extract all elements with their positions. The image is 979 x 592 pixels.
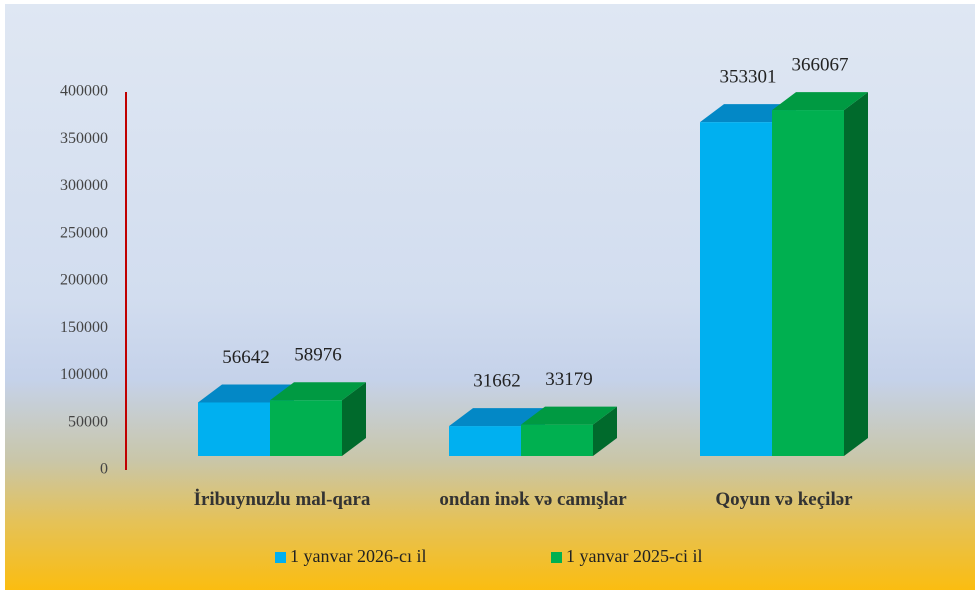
bar — [198, 402, 270, 456]
bar — [772, 110, 844, 457]
bar — [270, 400, 342, 456]
x-tick-label: ondan inək və camışlar — [439, 489, 627, 510]
data-label: 56642 — [222, 347, 270, 368]
bar-top — [449, 408, 545, 427]
legend-label: 1 yanvar 2026-cı il — [290, 546, 426, 566]
bar-top — [521, 406, 617, 425]
bar-top — [772, 92, 868, 111]
data-label: 31662 — [473, 370, 521, 391]
data-label: 366067 — [792, 54, 849, 75]
data-label: 33179 — [545, 369, 593, 390]
y-tick-label: 250000 — [60, 224, 108, 241]
x-tick-label: İribuynuzlu mal-qara — [193, 489, 371, 510]
bar — [700, 122, 772, 456]
y-tick-label: 100000 — [60, 366, 108, 383]
data-label: 58976 — [294, 345, 342, 366]
bar-side — [342, 382, 366, 456]
y-tick-label: 150000 — [60, 319, 108, 336]
bar-side — [593, 406, 617, 456]
y-tick-label: 0 — [100, 461, 108, 478]
bar-top — [198, 384, 294, 403]
data-label: 353301 — [720, 66, 777, 87]
y-tick-label: 200000 — [60, 272, 108, 289]
bar-top — [270, 382, 366, 401]
y-tick-label: 50000 — [68, 413, 108, 430]
y-tick-label: 350000 — [60, 130, 108, 147]
bar — [449, 426, 521, 456]
y-tick-label: 300000 — [60, 177, 108, 194]
legend-swatch — [551, 552, 562, 563]
legend-swatch — [275, 552, 286, 563]
y-tick-label: 400000 — [60, 83, 108, 100]
legend-label: 1 yanvar 2025-ci il — [566, 546, 702, 566]
bar-side — [844, 92, 868, 457]
bar — [521, 424, 593, 456]
x-tick-label: Qoyun və keçilər — [715, 489, 853, 510]
